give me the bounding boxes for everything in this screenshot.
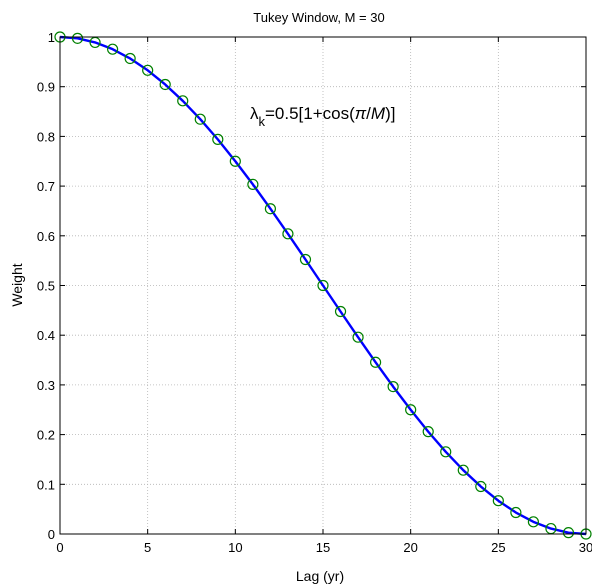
chart-title: Tukey Window, M = 30 <box>253 10 384 25</box>
weight-point-marker <box>124 52 136 65</box>
weight-point-marker <box>422 426 434 438</box>
formula-end: )] <box>385 104 395 123</box>
weight-point-marker <box>510 506 522 519</box>
weight-point-marker <box>562 527 575 539</box>
weight-point-marker <box>387 380 399 393</box>
weight-point-marker <box>405 404 417 416</box>
x-axis-label: Lag (yr) <box>296 568 344 584</box>
y-tick-label: 0.5 <box>37 279 55 294</box>
weight-point-marker <box>299 253 312 266</box>
weight-point-marker <box>247 178 259 191</box>
weight-point-marker <box>177 95 189 107</box>
y-tick-label: 0.1 <box>37 477 55 492</box>
formula-annotation: λk=0.5[1+cos(π/M)] <box>250 104 395 129</box>
x-tick-label: 5 <box>144 540 151 555</box>
weight-point-marker <box>229 155 241 167</box>
x-tick-label: 10 <box>228 540 242 555</box>
y-tick-label: 0.4 <box>37 328 55 343</box>
series-line-layer <box>59 35 587 536</box>
weight-point-marker <box>159 78 171 91</box>
formula-m: M <box>371 104 386 123</box>
y-tick-label: 0 <box>48 527 55 542</box>
weight-point-marker <box>264 203 276 215</box>
x-tick-label: 25 <box>491 540 505 555</box>
x-tick-label: 20 <box>403 540 417 555</box>
weight-point-marker <box>212 133 224 145</box>
axis-ticks: 0 5 10 15 20 25 30 0 0.1 0.2 0.3 0.4 0.5 0.6 0.7 0.8 0.9… <box>37 30 592 555</box>
y-tick-label: 0.2 <box>37 428 55 443</box>
formula-pi: π <box>355 104 367 123</box>
formula-subscript: k <box>259 114 266 129</box>
weight-point-marker <box>492 495 504 507</box>
formula-body: =0.5[1+cos( <box>265 104 355 123</box>
y-tick-label: 0.6 <box>37 229 55 244</box>
weight-point-marker <box>440 446 452 458</box>
weight-curve-line <box>59 35 587 536</box>
weight-point-marker <box>194 113 206 125</box>
y-tick-label: 0.7 <box>37 179 55 194</box>
weight-point-marker <box>282 228 294 240</box>
weight-point-marker <box>352 331 364 343</box>
x-tick-label: 0 <box>56 540 63 555</box>
y-tick-label: 0.9 <box>37 80 55 95</box>
y-tick-label: 0.3 <box>37 378 55 393</box>
formula-lambda: λ <box>250 104 259 123</box>
grid-lines <box>60 37 586 534</box>
weight-point-marker <box>317 279 329 292</box>
plot-frame <box>59 36 587 535</box>
weight-point-marker <box>527 516 540 528</box>
weight-point-marker <box>475 480 487 493</box>
weight-point-marker <box>334 305 347 318</box>
x-tick-label: 30 <box>579 540 592 555</box>
weight-point-marker <box>370 356 382 368</box>
series-marker-layer <box>54 31 592 540</box>
weight-point-marker <box>457 464 469 476</box>
x-tick-label: 15 <box>316 540 330 555</box>
y-tick-label: 0.8 <box>37 129 55 144</box>
y-tick-label: 1 <box>48 30 55 45</box>
weight-point-marker <box>142 64 154 76</box>
weight-point-marker <box>71 32 84 44</box>
weight-point-marker <box>106 43 119 55</box>
formula-slash: / <box>366 104 371 123</box>
y-axis-label: Weight <box>9 263 25 306</box>
